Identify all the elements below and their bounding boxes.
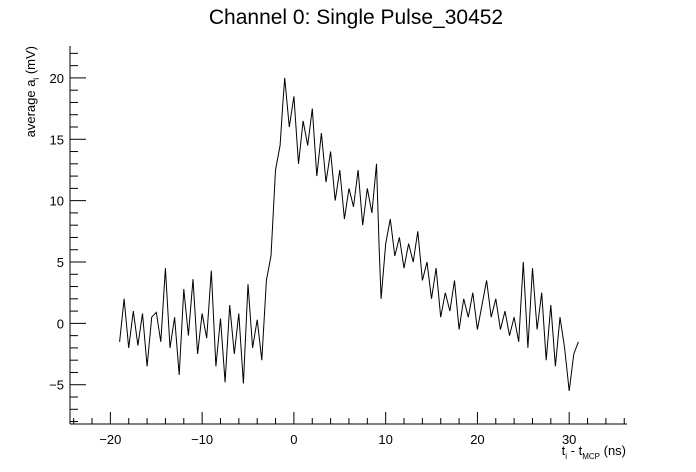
x-tick-label: −10 xyxy=(191,432,213,447)
y-tick-label: 5 xyxy=(57,255,64,270)
y-tick-label: 0 xyxy=(57,316,64,331)
y-axis-title: average ai (mV) xyxy=(23,46,41,137)
chart-title: Channel 0: Single Pulse_30452 xyxy=(209,6,503,29)
x-tick-label: 0 xyxy=(290,432,297,447)
y-tick-label: −5 xyxy=(49,378,64,393)
x-tick-label: 10 xyxy=(378,432,392,447)
x-tick-label: −20 xyxy=(99,432,121,447)
x-axis-ticks xyxy=(73,412,625,424)
y-tick-label: 10 xyxy=(50,194,64,209)
series-line xyxy=(119,77,579,391)
y-tick-label: 15 xyxy=(50,132,64,147)
x-axis-title: ti - tMCP (ns) xyxy=(562,443,626,461)
y-axis-ticks xyxy=(70,52,86,423)
y-tick-label: 20 xyxy=(50,71,64,86)
x-tick-label: 20 xyxy=(470,432,484,447)
x-tick-labels: −20 −10 0 10 20 30 xyxy=(99,432,576,447)
x-tick-label: 30 xyxy=(562,432,576,447)
y-tick-labels: −5 0 5 10 15 20 xyxy=(49,71,64,393)
